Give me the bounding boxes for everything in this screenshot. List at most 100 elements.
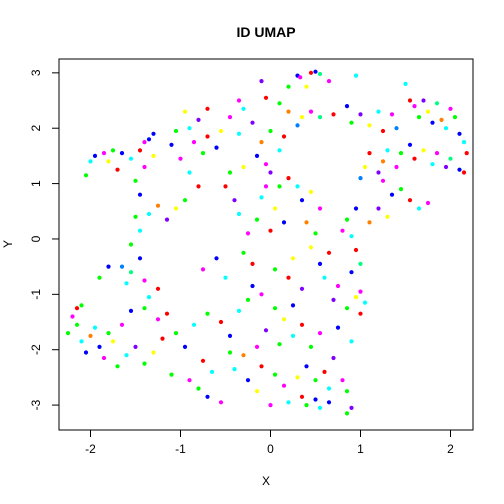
data-point [115,168,119,172]
chart-title: ID UMAP [236,24,295,40]
data-point [349,406,353,410]
data-point [273,306,277,310]
data-point [192,140,196,144]
data-point [345,306,349,310]
data-point [183,345,187,349]
data-point [331,112,335,116]
data-point [237,212,241,216]
data-point [291,334,295,338]
data-point [394,165,398,169]
data-point [142,165,146,169]
data-point [318,206,322,210]
data-point [399,187,403,191]
data-point [340,378,344,382]
y-tick-label: -1 [29,289,43,300]
data-point [417,115,421,119]
data-point [174,129,178,133]
data-point [183,198,187,202]
data-point [304,403,308,407]
data-point [282,134,286,138]
data-point [381,159,385,163]
data-point [336,326,340,330]
data-point [264,162,268,166]
data-point [300,323,304,327]
data-point [268,403,272,407]
data-point [363,165,367,169]
data-point [376,110,380,114]
data-point [79,339,83,343]
data-point [426,110,430,114]
data-point [151,132,155,136]
data-point [457,132,461,136]
data-point [138,229,142,233]
data-point [448,157,452,161]
y-tick-label: 3 [29,69,43,76]
data-point [277,184,281,188]
data-point [264,328,268,332]
data-point [255,154,259,158]
data-point [412,104,416,108]
x-axis-label: X [262,474,270,488]
data-point [133,179,137,183]
y-tick-label: 2 [29,125,43,132]
data-point [331,298,335,302]
data-point [462,140,466,144]
data-point [313,231,317,235]
data-point [255,389,259,393]
data-point [84,350,88,354]
data-point [219,129,223,133]
data-point [349,234,353,238]
data-point [376,170,380,174]
data-point [241,107,245,111]
x-axis: -2 -1 0 1 2 [85,430,454,456]
data-point [448,107,452,111]
data-point [237,98,241,102]
data-point [282,220,286,224]
data-point [327,251,331,255]
data-point [133,345,137,349]
data-point [156,317,160,321]
data-point [241,165,245,169]
data-point [259,364,263,368]
data-point [291,256,295,260]
data-point [156,287,160,291]
data-point [75,323,79,327]
data-point [282,384,286,388]
data-point [165,218,169,222]
data-point [457,168,461,172]
data-point [187,170,191,174]
data-point [228,170,232,174]
data-point [201,267,205,271]
data-point [228,350,232,354]
data-point [385,215,389,219]
data-point [70,314,74,318]
data-point [354,74,358,78]
data-point [300,395,304,399]
data-point [255,218,259,222]
data-point [129,270,133,274]
data-point [111,339,115,343]
data-point [345,104,349,108]
data-point [268,170,272,174]
data-point [151,154,155,158]
data-point [318,262,322,266]
data-point [421,98,425,102]
data-point [345,389,349,393]
data-point [223,184,227,188]
data-point [465,151,469,155]
data-point [147,137,151,141]
data-point [142,362,146,366]
y-axis: -3 -2 -1 0 1 2 3 [29,69,59,410]
data-point [322,370,326,374]
data-point [210,370,214,374]
data-point [196,184,200,188]
data-point [390,193,394,197]
data-point [169,373,173,377]
data-point [259,79,263,83]
data-point [286,400,290,404]
data-point [214,256,218,260]
data-point [66,331,70,335]
data-point [147,212,151,216]
data-point [201,359,205,363]
data-point [219,320,223,324]
